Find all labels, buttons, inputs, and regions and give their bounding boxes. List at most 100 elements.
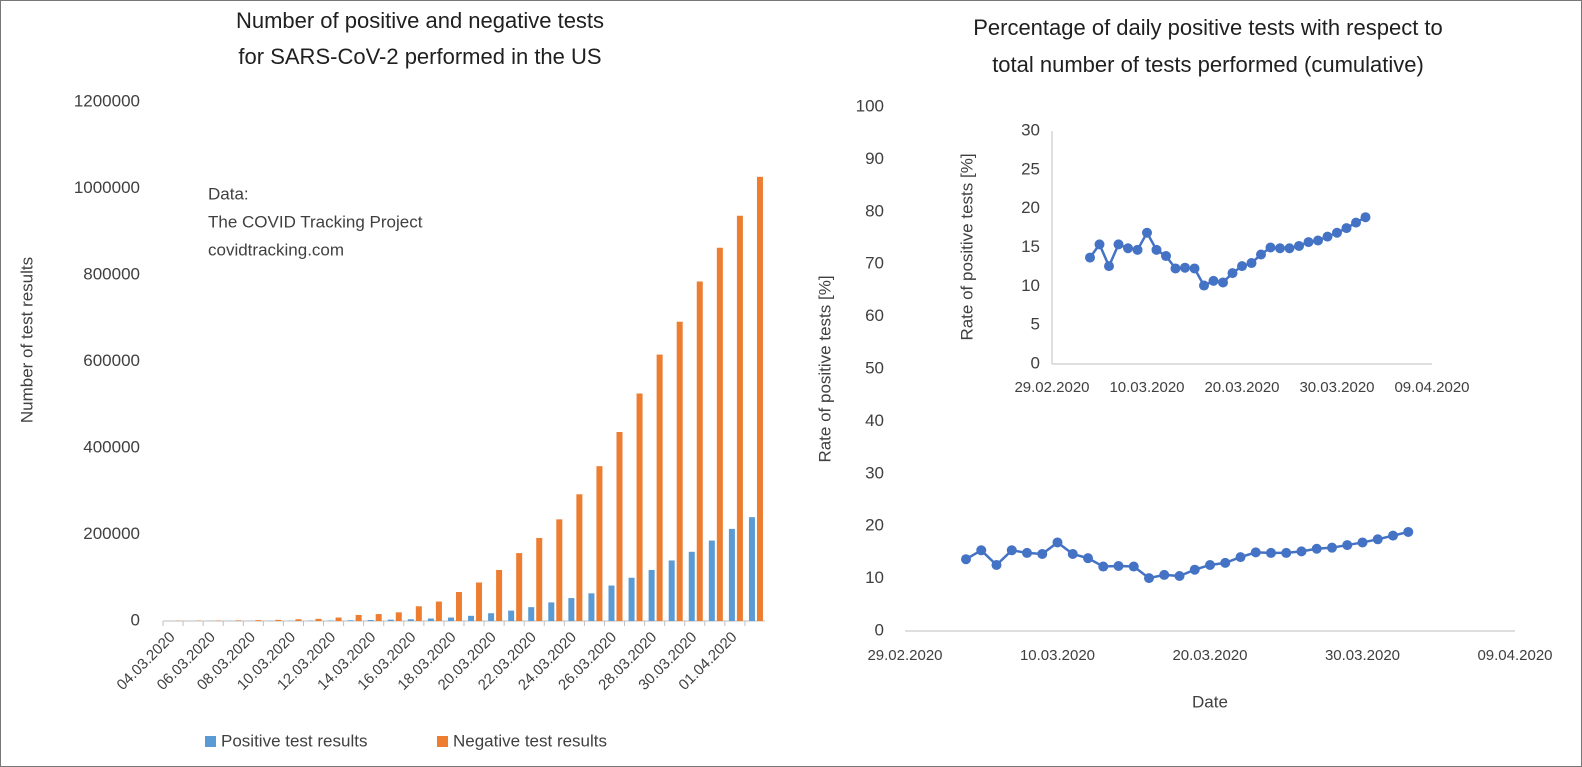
data-point <box>1180 262 1190 273</box>
bar <box>355 614 362 621</box>
y-tick-label: 25 <box>1021 159 1040 178</box>
data-point <box>1322 231 1333 242</box>
data-point <box>1113 561 1124 572</box>
y-tick-label: 800000 <box>83 264 140 283</box>
data-point <box>1341 223 1352 234</box>
data-point <box>1313 235 1323 246</box>
bar <box>415 606 422 621</box>
bar <box>588 593 595 621</box>
bar <box>255 620 262 621</box>
x-tick-label: 29.02.2020 <box>1014 379 1089 396</box>
legend-swatch <box>437 736 448 747</box>
data-point <box>1006 545 1017 556</box>
y-tick-label: 20 <box>865 516 884 535</box>
data-point <box>1220 557 1231 568</box>
bar <box>335 617 342 621</box>
y-tick-label: 10 <box>865 568 884 587</box>
y-axis-label: Rate of positive tests [%] <box>815 275 834 462</box>
data-point <box>1342 540 1353 551</box>
data-point <box>1235 552 1246 563</box>
data-point <box>1327 542 1337 553</box>
bar <box>708 540 715 621</box>
x-tick-label: 30.03.2020 <box>1299 379 1374 396</box>
data-point <box>1403 526 1414 537</box>
y-tick-label: 20 <box>1021 198 1040 217</box>
data-point <box>1208 275 1219 286</box>
data-point <box>1159 569 1170 580</box>
data-point <box>1265 242 1276 253</box>
x-tick-label: 30.03.2020 <box>1325 647 1400 664</box>
y-tick-label: 1200000 <box>74 91 140 110</box>
bar <box>427 618 434 621</box>
bar <box>455 592 462 621</box>
data-point <box>1113 239 1124 250</box>
y-axis-label: Rate of positive tests [%] <box>957 153 976 340</box>
y-tick-label: 0 <box>875 620 884 639</box>
chart-title: Number of positive and negative tests <box>236 8 604 33</box>
y-tick-label: 80 <box>865 201 884 220</box>
y-axis-label: Number of test results <box>17 257 36 423</box>
bar <box>568 598 575 621</box>
data-point <box>1357 537 1368 548</box>
y-tick-label: 600000 <box>83 351 140 370</box>
bar <box>488 613 495 621</box>
data-point <box>1161 251 1171 262</box>
annotation: covidtracking.com <box>208 240 344 259</box>
bar <box>347 620 354 621</box>
data-point <box>1132 244 1143 255</box>
bar <box>656 354 663 621</box>
data-point <box>991 559 1002 570</box>
data-point <box>1094 239 1105 250</box>
bar <box>275 619 282 621</box>
data-point <box>1151 244 1162 255</box>
chart-title: total number of tests performed (cumulat… <box>992 52 1424 77</box>
y-tick-label: 5 <box>1031 315 1040 334</box>
bar <box>628 577 635 621</box>
data-point <box>961 554 971 565</box>
y-tick-label: 0 <box>131 610 140 629</box>
bar <box>688 551 695 621</box>
data-point <box>1360 212 1371 223</box>
x-tick-label: 20.03.2020 <box>1172 647 1247 664</box>
y-tick-label: 1000000 <box>74 178 140 197</box>
bar <box>508 610 515 621</box>
bar <box>395 612 402 621</box>
legend-swatch <box>205 736 216 747</box>
bar <box>748 517 755 621</box>
data-point <box>1128 561 1139 572</box>
data-point <box>1275 243 1285 254</box>
data-point <box>1067 548 1078 559</box>
y-tick-label: 100 <box>856 96 884 115</box>
chart-title: for SARS-CoV-2 performed in the US <box>238 44 601 69</box>
bar <box>235 620 242 621</box>
data-point <box>1083 553 1093 564</box>
data-point <box>1174 570 1185 581</box>
bar <box>375 614 382 621</box>
x-axis-label: Date <box>1192 692 1228 711</box>
data-point <box>1303 237 1314 248</box>
data-point <box>1332 227 1342 238</box>
data-point <box>1237 261 1247 272</box>
bar <box>528 607 535 621</box>
bar <box>676 321 683 621</box>
bar <box>468 615 475 621</box>
data-point <box>1189 564 1200 575</box>
data-point <box>1246 258 1257 269</box>
bar <box>576 494 583 621</box>
data-point <box>1123 243 1133 254</box>
bar <box>516 553 523 621</box>
x-tick-label: 09.04.2020 <box>1394 379 1469 396</box>
bar <box>608 585 615 621</box>
data-point <box>1022 547 1032 558</box>
y-tick-label: 40 <box>865 411 884 430</box>
data-point <box>1284 243 1295 254</box>
data-point <box>1205 559 1215 570</box>
bar <box>387 619 394 621</box>
bar <box>736 215 743 621</box>
bar <box>616 431 623 621</box>
chart-title: Percentage of daily positive tests with … <box>973 15 1443 40</box>
data-point <box>1250 547 1261 558</box>
bar <box>556 519 563 621</box>
y-tick-label: 50 <box>865 358 884 377</box>
